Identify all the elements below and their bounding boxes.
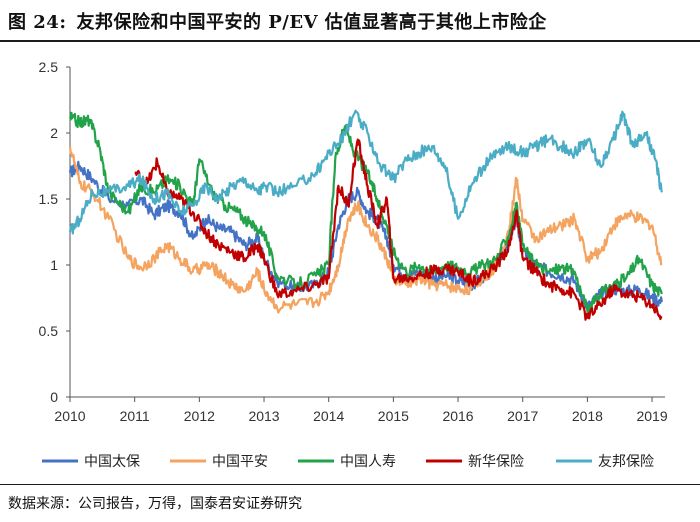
series-line-2: [68, 146, 663, 314]
series-line-4: [134, 138, 663, 321]
source-note: 数据来源：公司报告，万得，国泰君安证券研究: [8, 496, 302, 512]
legend-label: 友邦保险: [598, 454, 654, 470]
series-line-3: [68, 111, 663, 314]
series-line-5: [68, 109, 663, 235]
figure-label: 图 24:: [8, 12, 67, 33]
x-tick-label: 2011: [120, 408, 150, 424]
legend-label: 中国平安: [212, 454, 268, 470]
x-tick-label: 2014: [313, 408, 344, 424]
x-tick-label: 2015: [378, 408, 409, 424]
x-tick-label: 2018: [572, 408, 603, 424]
x-tick-label: 2016: [442, 408, 473, 424]
y-tick-label: 1.5: [39, 191, 59, 207]
source-rule: [0, 484, 700, 485]
x-tick-label: 2013: [248, 408, 279, 424]
legend-label: 中国人寿: [340, 453, 396, 470]
x-tick-label: 2010: [54, 408, 85, 424]
y-tick-label: 0: [50, 389, 58, 405]
x-tick-label: 2012: [184, 408, 215, 424]
figure-title-text: 友邦保险和中国平安的 P/EV 估值显著高于其他上市险企: [76, 12, 547, 33]
x-tick-label: 2017: [507, 408, 538, 424]
figure-title: 图 24: 友邦保险和中国平安的 P/EV 估值显著高于其他上市险企: [8, 8, 547, 34]
y-tick-label: 0.5: [39, 323, 59, 339]
legend-label: 中国太保: [84, 454, 140, 470]
y-tick-label: 1: [50, 257, 58, 273]
legend-label: 新华保险: [468, 454, 524, 470]
x-tick-label: 2019: [636, 408, 667, 424]
y-tick-label: 2: [50, 125, 58, 141]
y-tick-label: 2.5: [39, 59, 59, 75]
title-rule: [0, 40, 700, 42]
